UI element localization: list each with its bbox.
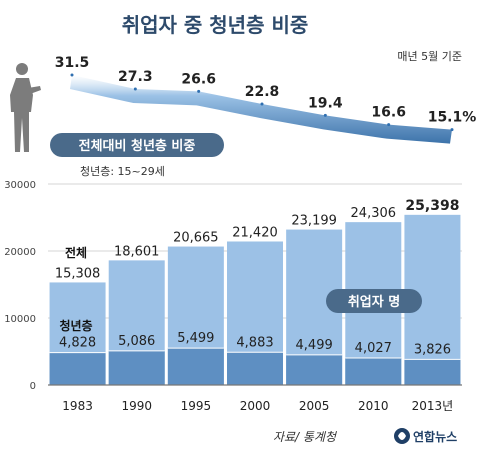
ratio-point	[197, 89, 201, 93]
total-value-label: 25,398	[405, 198, 459, 214]
ratio-point	[260, 102, 264, 106]
total-value-label: 21,420	[232, 225, 278, 240]
ratio-value-label: 15.1%	[428, 110, 477, 126]
ratio-value-label: 16.6	[371, 105, 406, 121]
bar-youth	[227, 352, 283, 385]
ratio-label-text: 전체대비 청년층 비중	[79, 138, 196, 154]
y-tick-label: 0	[30, 381, 36, 392]
chart-title: 취업자 중 청년층 비중	[122, 13, 309, 37]
ratio-label-pill: 전체대비 청년층 비중	[50, 133, 224, 157]
employed-label-pill: 취업자 명	[326, 289, 422, 313]
youth-value-label: 5,086	[118, 334, 155, 349]
x-tick-label: 2010	[358, 399, 389, 413]
bar-youth	[49, 352, 106, 385]
x-tick-label: 2000	[240, 399, 271, 413]
youth-value-label: 4,027	[355, 341, 392, 356]
total-value-label: 18,601	[114, 244, 160, 259]
ratio-point	[387, 123, 391, 127]
source-text: 자료/ 통계청	[273, 430, 338, 444]
y-tick-label: 30000	[4, 180, 36, 191]
bar-youth	[167, 348, 224, 385]
person-icon	[10, 63, 41, 152]
chart-note: 매년 5월 기준	[397, 50, 462, 63]
x-tick-label: 2013년	[412, 399, 454, 413]
total-value-label: 20,665	[173, 231, 219, 246]
yonhap-logo-icon: 연합뉴스	[394, 428, 457, 444]
ratio-value-label: 22.8	[245, 84, 280, 100]
youth-definition: 청년층: 15~29세	[80, 165, 165, 178]
ratio-point	[70, 73, 74, 77]
ratio-point	[133, 87, 137, 91]
ratio-point	[323, 113, 327, 117]
ratio-value-label: 31.5	[55, 55, 90, 71]
bar-youth	[345, 358, 402, 385]
ratio-point	[450, 128, 454, 132]
employment-bar-chart: 0 10000 20000 30000 15,308 4,828 1983 18,601 5,0…	[4, 180, 462, 413]
y-tick-label: 10000	[4, 314, 36, 325]
ratio-value-label: 19.4	[308, 95, 343, 111]
youth-value-label: 4,828	[59, 336, 96, 351]
total-value-label: 15,308	[55, 266, 101, 281]
x-tick-label: 1990	[121, 399, 152, 413]
youth-value-label: 3,826	[414, 342, 451, 357]
youth-value-label: 4,499	[296, 338, 333, 353]
youth-value-label: 4,883	[236, 335, 273, 350]
ratio-value-label: 27.3	[118, 69, 153, 85]
bar-youth	[286, 354, 343, 385]
x-tick-label: 1995	[181, 399, 212, 413]
youth-series-label: 청년층	[59, 318, 92, 333]
total-value-label: 24,306	[351, 206, 397, 221]
ratio-band	[70, 75, 452, 144]
bar-youth	[404, 359, 461, 385]
y-tick-label: 20000	[4, 247, 36, 258]
logo-text: 연합뉴스	[413, 429, 457, 444]
employed-label-text: 취업자 명	[348, 294, 400, 310]
x-tick-label: 1983	[62, 399, 93, 413]
x-tick-label: 2005	[299, 399, 330, 413]
total-series-label: 전체	[65, 245, 87, 260]
bar-youth	[108, 350, 165, 385]
ratio-line-chart: 31.5 27.3 26.6 22.8 19.4 16.6 15.1%	[55, 55, 477, 144]
total-value-label: 23,199	[291, 214, 337, 229]
youth-value-label: 5,499	[177, 331, 214, 346]
ratio-value-label: 26.6	[181, 71, 216, 87]
